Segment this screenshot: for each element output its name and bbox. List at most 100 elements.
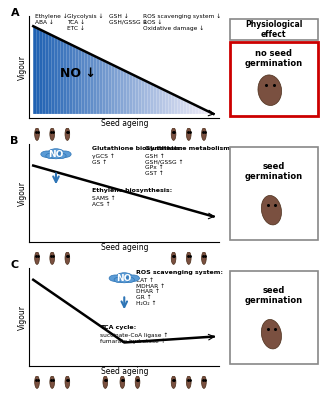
Polygon shape: [108, 63, 111, 114]
Polygon shape: [90, 54, 93, 114]
Text: seed
germination: seed germination: [245, 286, 303, 305]
Polygon shape: [141, 79, 144, 114]
Ellipse shape: [50, 376, 55, 388]
Polygon shape: [174, 95, 177, 114]
Polygon shape: [198, 107, 201, 114]
Ellipse shape: [120, 376, 125, 388]
Ellipse shape: [186, 128, 191, 140]
Ellipse shape: [261, 320, 282, 349]
Circle shape: [41, 151, 53, 158]
X-axis label: Seed ageing: Seed ageing: [100, 119, 148, 128]
Ellipse shape: [171, 252, 176, 264]
Ellipse shape: [50, 252, 55, 264]
Text: GSH ↓
GSH/GSSG ↓: GSH ↓ GSH/GSSG ↓: [109, 14, 147, 25]
Polygon shape: [54, 36, 57, 114]
Circle shape: [109, 275, 122, 282]
Ellipse shape: [171, 376, 176, 388]
Y-axis label: Vigour: Vigour: [18, 180, 27, 206]
Polygon shape: [105, 61, 108, 114]
Circle shape: [114, 277, 125, 283]
Ellipse shape: [65, 376, 70, 388]
Ellipse shape: [35, 376, 39, 388]
Text: NO: NO: [48, 150, 64, 159]
Polygon shape: [207, 111, 210, 114]
Polygon shape: [129, 73, 132, 114]
Polygon shape: [186, 101, 189, 114]
Circle shape: [48, 149, 64, 157]
Polygon shape: [84, 51, 87, 114]
Text: Glycolysis ↓
TCA ↓
ETC ↓: Glycolysis ↓ TCA ↓ ETC ↓: [67, 14, 104, 31]
FancyBboxPatch shape: [230, 271, 318, 364]
Text: GSH ↑
GSH/GSSG ↑
GPx ↑
GST ↑: GSH ↑ GSH/GSSG ↑ GPx ↑ GST ↑: [145, 154, 183, 176]
Circle shape: [119, 278, 129, 283]
Polygon shape: [165, 90, 168, 114]
Text: γGCS ↑
GS ↑: γGCS ↑ GS ↑: [92, 154, 115, 165]
Text: C: C: [10, 260, 19, 270]
Text: SAMS ↑
ACS ↑: SAMS ↑ ACS ↑: [92, 196, 115, 207]
Polygon shape: [102, 60, 105, 114]
Polygon shape: [78, 48, 81, 114]
Ellipse shape: [261, 196, 282, 225]
Y-axis label: Vigour: Vigour: [18, 304, 27, 330]
Polygon shape: [162, 89, 165, 114]
Polygon shape: [120, 68, 123, 114]
Polygon shape: [45, 32, 48, 114]
Text: Physiological
effect: Physiological effect: [245, 20, 302, 40]
Ellipse shape: [65, 128, 70, 140]
Polygon shape: [177, 96, 181, 114]
X-axis label: Seed ageing: Seed ageing: [100, 243, 148, 252]
Circle shape: [124, 277, 134, 283]
Ellipse shape: [50, 128, 55, 140]
Text: Ethylene ↓
ABA ↓: Ethylene ↓ ABA ↓: [35, 14, 68, 25]
Circle shape: [56, 153, 66, 159]
Ellipse shape: [186, 252, 191, 264]
Text: NO: NO: [116, 274, 132, 283]
Polygon shape: [72, 45, 75, 114]
Polygon shape: [66, 42, 69, 114]
Polygon shape: [126, 72, 129, 114]
Polygon shape: [210, 112, 214, 114]
Polygon shape: [192, 104, 196, 114]
Polygon shape: [147, 82, 150, 114]
Text: Glutathione biosynthesis:: Glutathione biosynthesis:: [92, 146, 183, 151]
Circle shape: [127, 275, 139, 282]
X-axis label: Seed ageing: Seed ageing: [100, 367, 148, 376]
Circle shape: [51, 154, 61, 159]
Circle shape: [59, 151, 71, 158]
FancyBboxPatch shape: [230, 19, 318, 40]
Ellipse shape: [35, 128, 39, 140]
Text: no seed
germination: no seed germination: [245, 49, 303, 68]
Polygon shape: [201, 108, 204, 114]
Polygon shape: [159, 88, 162, 114]
Polygon shape: [117, 67, 120, 114]
Text: succinate-CoA ligase ↑
fumarate hydratase ↑: succinate-CoA ligase ↑ fumarate hydratas…: [100, 333, 168, 344]
Ellipse shape: [186, 376, 191, 388]
Polygon shape: [135, 76, 138, 114]
Text: Glutathione metabolism:: Glutathione metabolism:: [145, 146, 232, 151]
Text: TCA cycle:: TCA cycle:: [100, 325, 136, 330]
Text: NO ↓: NO ↓: [60, 67, 96, 80]
Polygon shape: [150, 83, 153, 114]
Polygon shape: [156, 86, 159, 114]
Polygon shape: [93, 56, 96, 114]
Ellipse shape: [35, 252, 39, 264]
Polygon shape: [96, 57, 99, 114]
Polygon shape: [33, 26, 36, 114]
Polygon shape: [123, 70, 126, 114]
Polygon shape: [171, 94, 174, 114]
Polygon shape: [168, 92, 171, 114]
Ellipse shape: [65, 252, 70, 264]
Polygon shape: [132, 74, 135, 114]
Polygon shape: [138, 77, 141, 114]
Polygon shape: [196, 105, 198, 114]
Polygon shape: [51, 35, 54, 114]
Y-axis label: Vigour: Vigour: [18, 54, 27, 80]
Ellipse shape: [201, 252, 206, 264]
Polygon shape: [181, 98, 183, 114]
Circle shape: [46, 153, 57, 159]
Polygon shape: [39, 29, 42, 114]
FancyBboxPatch shape: [230, 42, 318, 116]
Polygon shape: [60, 39, 63, 114]
Ellipse shape: [201, 128, 206, 140]
Polygon shape: [144, 80, 147, 114]
